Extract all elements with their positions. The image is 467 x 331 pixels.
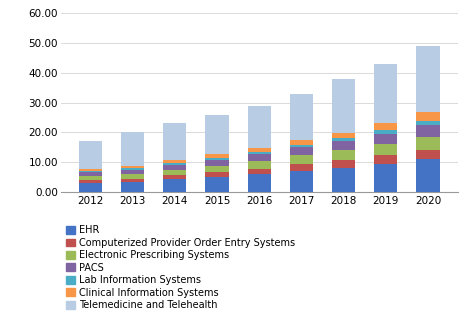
Bar [248,106,271,148]
Bar [79,171,102,172]
Bar [79,141,102,169]
Bar [374,123,397,130]
Bar [417,46,439,113]
Bar [121,170,144,174]
Bar [290,164,313,170]
Bar [290,145,313,147]
Bar [79,176,102,180]
Bar [417,137,439,150]
Bar [79,172,102,176]
Bar [332,160,355,167]
Bar [163,123,186,160]
Bar [332,141,355,150]
Bar [332,150,355,160]
Bar [121,166,144,168]
Bar [417,125,439,137]
Bar [205,166,228,172]
Bar [290,140,313,145]
Bar [163,170,186,175]
Bar [248,169,271,174]
Bar [417,159,439,192]
Bar [121,132,144,166]
Bar [205,177,228,192]
Bar [79,180,102,183]
Bar [121,168,144,170]
Bar [205,115,228,154]
Bar [290,94,313,140]
Bar [163,175,186,179]
Bar [290,170,313,192]
Bar [121,182,144,192]
Bar [374,64,397,123]
Bar [417,113,439,121]
Legend: EHR, Computerized Provider Order Entry Systems, Electronic Prescribing Systems, : EHR, Computerized Provider Order Entry S… [65,225,295,310]
Bar [79,169,102,171]
Bar [205,154,228,158]
Bar [290,147,313,155]
Bar [248,148,271,152]
Bar [205,158,228,160]
Bar [121,174,144,179]
Bar [248,155,271,161]
Bar [248,174,271,192]
Bar [79,183,102,192]
Bar [374,130,397,134]
Bar [248,161,271,169]
Bar [374,155,397,164]
Bar [332,133,355,138]
Bar [163,179,186,192]
Bar [163,160,186,163]
Bar [163,163,186,165]
Bar [374,144,397,155]
Bar [332,138,355,141]
Bar [163,165,186,170]
Bar [290,155,313,164]
Bar [248,152,271,155]
Bar [205,160,228,166]
Bar [205,172,228,177]
Bar [417,150,439,159]
Bar [332,167,355,192]
Bar [332,79,355,133]
Bar [417,121,439,125]
Bar [121,179,144,182]
Bar [374,134,397,144]
Bar [374,164,397,192]
